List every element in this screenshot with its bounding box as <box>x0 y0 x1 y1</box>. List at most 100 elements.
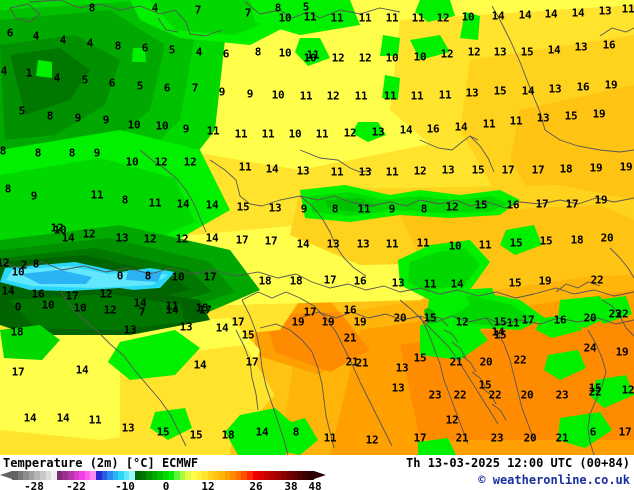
temperature-value-label: 18 <box>289 274 303 288</box>
temperature-value-label: 2 <box>20 258 28 272</box>
temperature-value-label: 11 <box>165 299 179 313</box>
temperature-value-label: 15 <box>474 198 488 212</box>
temperature-value-label: 12 <box>50 221 64 235</box>
temperature-value-label: 4 <box>151 1 159 15</box>
temperature-value-label: 16 <box>576 80 590 94</box>
temperature-value-label: 12 <box>99 287 113 301</box>
temperature-map[interactable]: 8 4 7 7 8 5 10 11 11 11 11 11 12 10 14 14 14 14 13 11 6 4 4 4 8 6… <box>0 0 634 455</box>
temperature-value-label: 14 <box>491 9 505 23</box>
temperature-value-label: 15 <box>241 328 255 342</box>
temperature-value-label: 14 <box>491 325 505 339</box>
temperature-value-label: 16 <box>31 287 45 301</box>
colorbar-segment <box>135 471 141 480</box>
temperature-value-label: 22 <box>590 273 604 287</box>
temperature-value-label: 12 <box>183 155 197 169</box>
colorbar-segment <box>235 471 242 480</box>
temperature-value-label: 0 <box>14 300 22 314</box>
temperature-value-label: 5 <box>81 73 89 87</box>
temperature-value-label: 10 <box>125 155 139 169</box>
temperature-value-label: 11 <box>385 237 399 251</box>
temperature-value-label: 7 <box>138 305 146 319</box>
colorbar-tick-label: -22 <box>66 480 86 490</box>
temperature-value-label: 12 <box>445 200 459 214</box>
temperature-value-label: 12 <box>455 315 469 329</box>
temperature-value-label: 17 <box>501 163 515 177</box>
temperature-value-label: 11 <box>330 11 344 25</box>
temperature-colorbar <box>12 471 315 480</box>
colorbar-segment <box>297 471 303 480</box>
temperature-value-label: 15 <box>413 351 427 365</box>
temperature-value-label: 9 <box>30 189 38 203</box>
temperature-value-label: 12 <box>413 164 427 178</box>
temperature-value-label: 14 <box>265 162 279 176</box>
temperature-value-label: 13 <box>121 421 135 435</box>
temperature-value-label: 23 <box>490 431 504 445</box>
temperature-value-label: 15 <box>539 234 553 248</box>
temperature-value-label: 13 <box>493 45 507 59</box>
temperature-value-label: 8 <box>144 269 152 283</box>
temperature-value-label: 8 <box>68 146 76 160</box>
colorbar-segment <box>196 471 203 480</box>
temperature-value-label: 15 <box>509 236 523 250</box>
temperature-value-label: 15 <box>493 315 507 329</box>
temperature-value-label: 14 <box>193 358 207 372</box>
colorbar-segment <box>95 471 102 480</box>
temperature-value-label: 11 <box>482 117 496 131</box>
temperature-value-label: 11 <box>354 89 368 103</box>
temperature-value-label: 14 <box>547 43 561 57</box>
temperature-value-label: 10 <box>127 118 141 132</box>
temperature-value-label: 6 <box>222 47 230 61</box>
temperature-value-label: 10 <box>278 46 292 60</box>
temperature-value-label: 4 <box>59 33 67 47</box>
temperature-value-label: 8 <box>88 1 96 15</box>
temperature-value-label: 8 <box>34 146 42 160</box>
temperature-value-label: 13 <box>465 86 479 100</box>
temperature-value-label: 14 <box>450 277 464 291</box>
temperature-value-label: 12 <box>0 256 10 270</box>
colorbar-segment <box>112 471 119 480</box>
temperature-value-label: 11 <box>411 11 425 25</box>
temperature-value-label: 10 <box>171 270 185 284</box>
temperature-value-label: 9 <box>300 202 308 216</box>
temperature-value-label: 12 <box>103 303 117 317</box>
temperature-value-label: 7 <box>194 3 202 17</box>
temperature-value-label: 12 <box>326 89 340 103</box>
temperature-value-label: 12 <box>82 227 96 241</box>
temperature-value-label: 11 <box>423 277 437 291</box>
colorbar-segment <box>23 471 29 480</box>
temperature-value-label: 6 <box>141 41 149 55</box>
temperature-value-label: 21 <box>449 355 463 369</box>
temperature-value-label: 10 <box>53 223 67 237</box>
temperature-value-label: 5 <box>168 43 176 57</box>
colorbar-segment <box>185 471 191 480</box>
temperature-value-label: 15 <box>493 328 507 342</box>
temperature-value-label: 17 <box>535 197 549 211</box>
temperature-value-label: 14 <box>215 321 229 335</box>
temperature-value-label: 12 <box>445 413 459 427</box>
temperature-value-label: 13 <box>296 164 310 178</box>
temperature-value-label: 10 <box>385 51 399 65</box>
temperature-value-label: 10 <box>73 301 87 315</box>
temperature-value-label: 12 <box>175 232 189 246</box>
temperature-value-label: 14 <box>205 231 219 245</box>
temperature-value-label: 14 <box>454 120 468 134</box>
temperature-value-label: 11 <box>206 124 220 138</box>
temperature-value-label: 12 <box>343 126 357 140</box>
temperature-value-label: 23 <box>608 307 622 321</box>
temperature-value-label: 11 <box>358 11 372 25</box>
temperature-value-label: 13 <box>391 381 405 395</box>
colorbar-segment <box>79 471 85 480</box>
colorbar-segment <box>246 471 253 480</box>
temperature-value-label: 17 <box>618 425 632 439</box>
temperature-value-label: 17 <box>264 234 278 248</box>
temperature-value-label: 20 <box>523 431 537 445</box>
temperature-value-label: 10 <box>413 50 427 64</box>
temperature-value-label: 11 <box>357 202 371 216</box>
temperature-value-label: 11 <box>506 316 520 330</box>
temperature-value-label: 4 <box>32 29 40 43</box>
temperature-value-label: 23 <box>428 388 442 402</box>
colorbar-segment <box>12 471 18 480</box>
temperature-value-label: 14 <box>56 411 70 425</box>
legend-title: Temperature (2m) [°C] ECMWF <box>3 456 199 470</box>
